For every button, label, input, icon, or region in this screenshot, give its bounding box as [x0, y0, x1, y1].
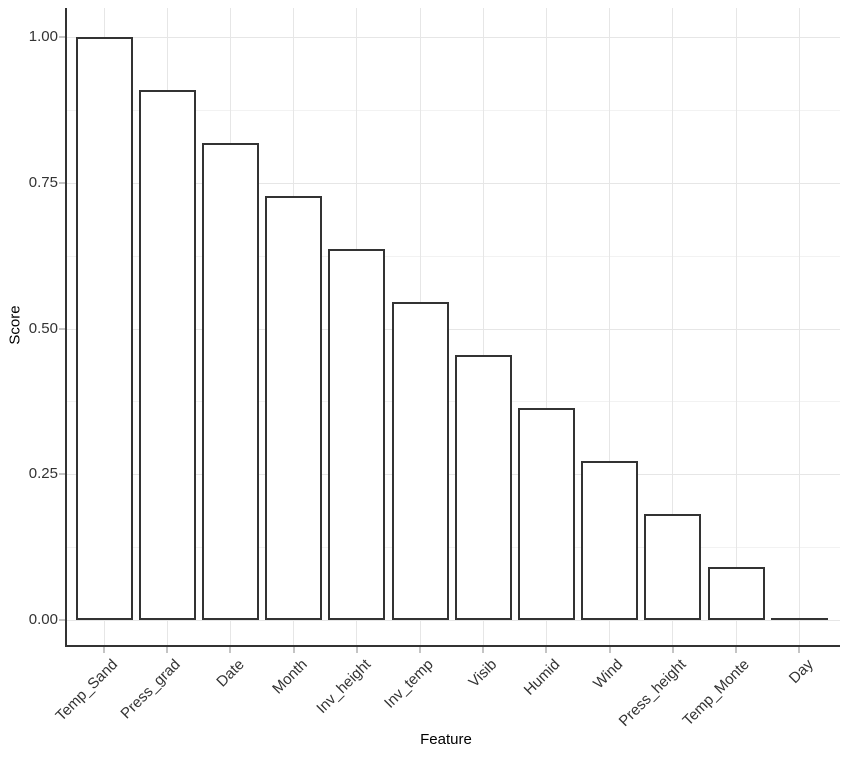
y-tick-label: 0.75: [28, 173, 58, 191]
y-axis-line: [65, 8, 67, 647]
x-tick-mark: [166, 647, 169, 653]
bar: [517, 408, 575, 620]
x-tick-label-text: Day: [785, 656, 817, 687]
x-tick-label-text: Visib: [465, 656, 501, 691]
bar: [138, 90, 196, 620]
bar: [328, 249, 386, 620]
h-gridline-major: [67, 37, 840, 38]
y-tick-label: 1.00: [28, 28, 58, 45]
x-tick-mark: [419, 647, 421, 653]
x-tick-mark: [798, 647, 801, 653]
v-gridline: [672, 8, 674, 647]
h-gridline-minor: [67, 255, 840, 257]
v-gridline: [482, 8, 484, 647]
bar: [391, 302, 449, 620]
x-tick-label-text: Humid: [520, 656, 564, 699]
x-tick-label-text: Press_height: [615, 656, 690, 730]
y-axis-title: Score: [6, 305, 24, 345]
v-gridline: [545, 8, 547, 647]
bar: [75, 37, 133, 620]
x-tick-label-text: Temp_Sand: [52, 656, 122, 725]
x-tick-label-text: Inv_height: [312, 656, 374, 717]
x-tick-label-text: Wind: [590, 656, 627, 693]
x-tick-mark: [103, 647, 105, 653]
y-tick-mark: [59, 619, 65, 621]
h-gridline-major: [67, 182, 840, 184]
x-tick-mark: [292, 647, 295, 653]
y-tick-mark: [59, 181, 65, 184]
y-tick-label: 0.25: [28, 465, 58, 483]
bar: [644, 514, 702, 620]
x-tick-label-text: Inv_temp: [381, 656, 438, 712]
x-tick-mark: [671, 647, 674, 653]
y-tick-label: 0.00: [28, 611, 58, 628]
bar: [770, 618, 828, 620]
h-gridline-major: [67, 328, 840, 330]
y-tick-mark: [59, 473, 65, 476]
bar: [265, 196, 323, 620]
h-gridline-major: [67, 620, 840, 621]
x-tick-mark: [545, 647, 548, 653]
y-tick-mark: [59, 327, 65, 330]
x-tick-mark: [608, 647, 611, 653]
v-gridline: [798, 8, 800, 647]
v-gridline: [609, 8, 611, 647]
h-gridline-minor: [67, 547, 840, 549]
x-axis-line: [65, 645, 840, 647]
x-tick-mark: [482, 647, 485, 653]
x-tick-label-text: Date: [212, 656, 248, 691]
h-gridline-minor: [67, 401, 840, 403]
y-tick-label: 0.50: [28, 319, 58, 337]
h-gridline-major: [67, 474, 840, 476]
h-gridline-minor: [67, 109, 840, 111]
x-tick-mark: [735, 647, 737, 653]
plot-panel: [67, 8, 840, 647]
bar: [454, 355, 512, 620]
x-axis-title: Feature: [420, 731, 472, 748]
bar: [581, 461, 639, 620]
x-tick-mark: [229, 647, 232, 653]
v-gridline: [735, 8, 737, 647]
bar: [201, 143, 259, 620]
bar: [707, 567, 765, 620]
x-tick-label-text: Press_grad: [117, 656, 185, 723]
x-tick-label-text: Month: [269, 656, 311, 698]
y-tick-mark: [59, 36, 65, 38]
x-tick-label-text: Temp_Monte: [679, 656, 754, 730]
x-tick-mark: [355, 647, 358, 653]
